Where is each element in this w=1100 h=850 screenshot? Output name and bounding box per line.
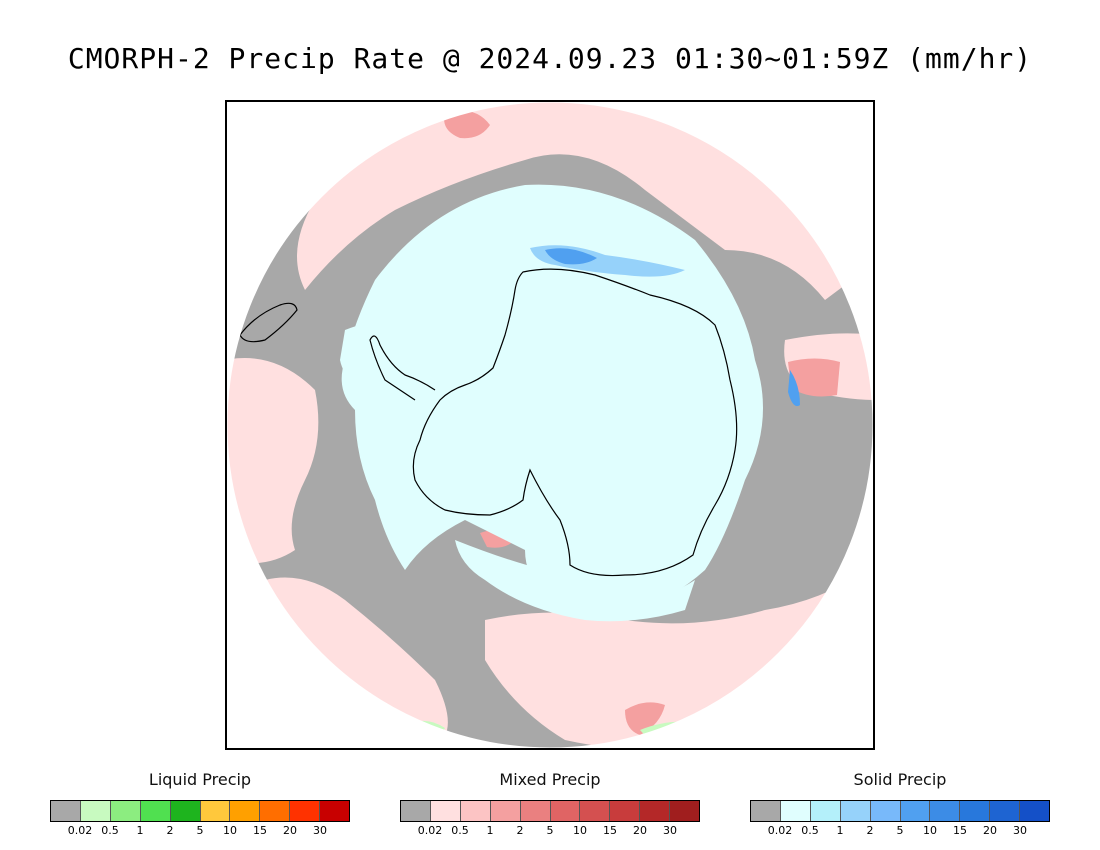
south-america-coastline — [239, 302, 298, 343]
mixed-precip-moderate-east — [788, 358, 840, 397]
snow-area-west — [340, 322, 415, 390]
legend-swatch — [490, 801, 521, 821]
mixed-precip-area-west — [227, 358, 319, 564]
legend-tick-label: 1 — [486, 824, 494, 837]
precip-field — [227, 102, 873, 748]
legend-swatch — [460, 801, 491, 821]
legend-swatch — [260, 801, 291, 821]
legend-swatch — [140, 801, 171, 821]
mixed-precip-moderate-north — [444, 110, 490, 139]
legend-tick-label: 20 — [633, 824, 647, 837]
legend-swatch — [200, 801, 231, 821]
legend-swatch — [520, 801, 551, 821]
legend-swatch — [1020, 801, 1050, 821]
legend-liquid-ticks: 0.02 0.5 1 2 5 10 15 20 30 — [50, 824, 350, 838]
legend-swatch — [640, 801, 671, 821]
legend-swatch — [810, 801, 841, 821]
antarctic-peninsula-coastline — [369, 335, 436, 401]
legend-tick-label: 1 — [136, 824, 144, 837]
legend-tick-label: 2 — [516, 824, 524, 837]
legend-swatch — [80, 801, 111, 821]
legend-swatch — [51, 801, 81, 821]
legend-tick-label: 10 — [573, 824, 587, 837]
snow-area-south-band — [455, 540, 695, 622]
legend-tick-label: 0.5 — [451, 824, 469, 837]
legend-tick-label: 20 — [283, 824, 297, 837]
legend-mixed-title: Mixed Precip — [499, 770, 601, 789]
legend-swatch — [550, 801, 581, 821]
legend-tick-label: 0.02 — [767, 824, 793, 837]
legend-tick-label: 0.5 — [801, 824, 819, 837]
legend-tick-label: 5 — [546, 824, 554, 837]
legend-swatch — [580, 801, 611, 821]
legend-swatch — [870, 801, 901, 821]
precip-map-canvas — [227, 102, 873, 748]
legend-tick-label: 15 — [253, 824, 267, 837]
legend-tick-label: 30 — [1013, 824, 1027, 837]
snow-heavy-east — [788, 370, 800, 407]
legend-liquid-colorbar — [50, 800, 350, 822]
legend-swatch — [401, 801, 431, 821]
legend-mixed-colorbar — [400, 800, 700, 822]
legend-tick-label: 1 — [836, 824, 844, 837]
legend-tick-label: 15 — [953, 824, 967, 837]
legend-tick-label: 0.5 — [101, 824, 119, 837]
legend-swatch — [430, 801, 461, 821]
map-title: CMORPH-2 Precip Rate @ 2024.09.23 01:30~… — [67, 42, 1033, 75]
legend-swatch — [960, 801, 991, 821]
legend-swatch — [930, 801, 961, 821]
legend-tick-label: 0.02 — [67, 824, 93, 837]
legend-tick-label: 2 — [166, 824, 174, 837]
legend-mixed: Mixed Precip 0.02 0.5 1 2 5 10 15 20 30 — [400, 770, 700, 838]
legend-tick-label: 20 — [983, 824, 997, 837]
legend-swatch — [990, 801, 1021, 821]
legend-swatch — [320, 801, 350, 821]
legend-swatch — [670, 801, 700, 821]
legend-swatch — [230, 801, 261, 821]
legend-swatch — [780, 801, 811, 821]
legend-solid: Solid Precip 0.02 0.5 1 2 5 10 15 20 30 — [750, 770, 1050, 838]
legend-tick-label: 5 — [196, 824, 204, 837]
legend-solid-title: Solid Precip — [853, 770, 947, 789]
legend-solid-ticks: 0.02 0.5 1 2 5 10 15 20 30 — [750, 824, 1050, 838]
snow-heavy-core — [545, 248, 597, 265]
antarctica-coastline — [412, 268, 738, 577]
legend-tick-label: 30 — [313, 824, 327, 837]
legend-swatch — [840, 801, 871, 821]
legend-tick-label: 30 — [663, 824, 677, 837]
legend-mixed-ticks: 0.02 0.5 1 2 5 10 15 20 30 — [400, 824, 700, 838]
legend-swatch — [900, 801, 931, 821]
legend-swatch — [290, 801, 321, 821]
legend-liquid-title: Liquid Precip — [148, 770, 252, 789]
legend-tick-label: 10 — [923, 824, 937, 837]
legend-swatch — [610, 801, 641, 821]
legend-swatch — [751, 801, 781, 821]
legend-tick-label: 2 — [866, 824, 874, 837]
legend-swatch — [170, 801, 201, 821]
legend-tick-label: 15 — [603, 824, 617, 837]
precip-map — [225, 100, 875, 750]
mixed-precip-moderate-south — [625, 702, 665, 735]
snow-area-main — [341, 184, 763, 615]
legend-tick-label: 5 — [896, 824, 904, 837]
legend-swatch — [110, 801, 141, 821]
legend-tick-label: 0.02 — [417, 824, 443, 837]
legend-tick-label: 10 — [223, 824, 237, 837]
legend-liquid: Liquid Precip 0.02 0.5 1 2 5 10 15 20 30 — [50, 770, 350, 838]
mixed-precip-area-southwest — [265, 577, 448, 748]
legend-solid-colorbar — [750, 800, 1050, 822]
